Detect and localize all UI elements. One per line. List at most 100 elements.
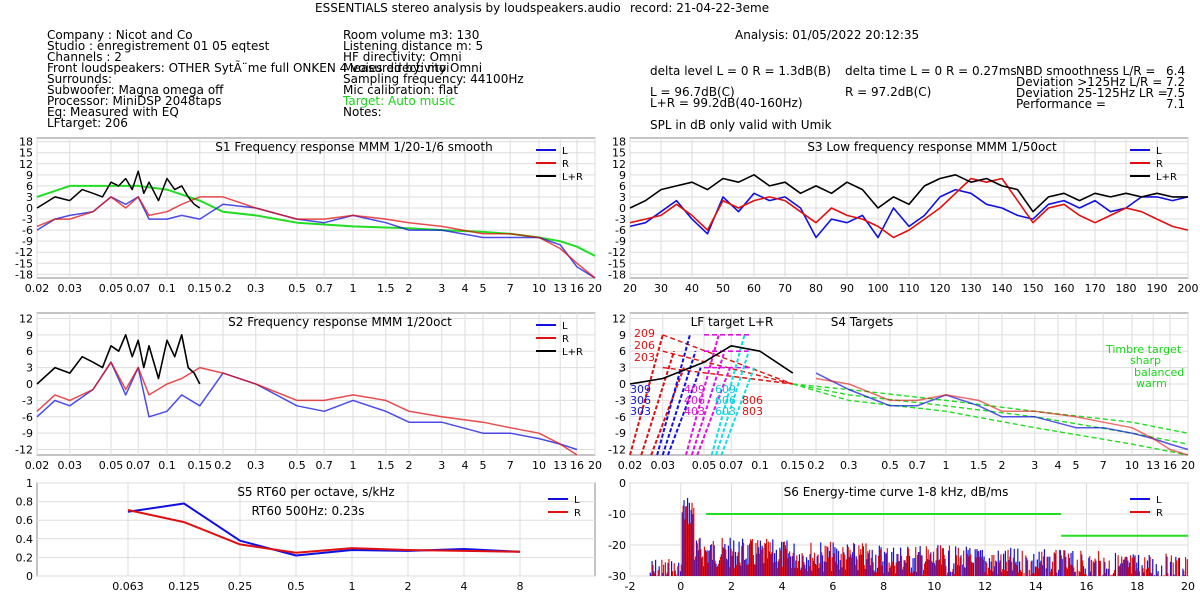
x-tick-label: 0.7	[315, 459, 333, 472]
y-tick-label: -12	[15, 444, 33, 457]
lf-rolloff-line	[629, 334, 664, 456]
x-tick-label: 4	[1054, 459, 1061, 472]
x-tick-label: 0.1	[158, 282, 176, 295]
x-tick-label: 0.15	[188, 459, 213, 472]
x-tick-label: 2	[405, 580, 412, 593]
y-tick-label: 0	[26, 570, 33, 583]
x-tick-label: 1	[943, 459, 950, 472]
series-l	[127, 502, 521, 557]
x-tick-label: 50	[716, 282, 730, 295]
x-tick-label: -2	[625, 580, 636, 593]
delta-time: delta time L = 0 R = 0.27ms	[845, 64, 1017, 78]
nbd-label: NBD smoothness L/R =	[1016, 64, 1156, 78]
legend-label: R	[562, 159, 569, 170]
x-tick-label: 120	[930, 282, 951, 295]
x-tick-label: 14	[1029, 580, 1043, 593]
lf-rolloff-line	[690, 350, 726, 456]
x-tick-label: 0.1	[751, 459, 769, 472]
y-tick-label: 15	[19, 147, 33, 160]
x-tick-label: 10	[927, 580, 941, 593]
r-level: R = 97.2dB(C)	[845, 85, 932, 99]
y-tick-label: 3	[619, 362, 626, 375]
x-tick-label: 6	[829, 580, 836, 593]
x-tick-label: 100	[868, 282, 889, 295]
x-tick-label: 0.5	[287, 580, 305, 593]
lf-slope-line	[662, 334, 794, 385]
x-tick-label: 2	[999, 459, 1006, 472]
info-mid-line: Sampling frequency: 44100Hz	[343, 72, 524, 86]
x-tick-label: 12	[978, 580, 992, 593]
x-tick-label: 4	[461, 580, 468, 593]
lf-label-cyan: 606	[715, 394, 736, 407]
y-tick-label: 12	[19, 312, 33, 325]
y-tick-label: -9	[22, 427, 33, 440]
timbre-label: balanced	[1134, 366, 1184, 379]
y-tick-label: 18	[19, 136, 33, 149]
series-r	[629, 177, 1189, 239]
legend-label: R	[562, 334, 569, 345]
y-tick-label: 6	[619, 345, 626, 358]
y-tick-label: 3	[26, 191, 33, 204]
lf-label-magenta: 409	[684, 383, 705, 396]
y-tick-label: -15	[608, 257, 626, 270]
info-left-line: Channels : 2	[47, 50, 122, 64]
x-tick-label: 3	[438, 459, 445, 472]
lf-label-red2: 806	[742, 394, 763, 407]
info-mid-line: HF directivity: Omni	[343, 50, 462, 64]
x-tick-label: 2	[728, 580, 735, 593]
perf-value: 7.1	[1166, 97, 1186, 111]
x-tick-label: 0.063	[112, 580, 144, 593]
lf-rolloff-line	[640, 350, 675, 456]
y-tick-label: 9	[619, 329, 626, 342]
x-tick-label: 8	[517, 580, 524, 593]
x-tick-label: 0.1	[158, 459, 176, 472]
x-tick-label: 3	[1031, 459, 1038, 472]
nbd-value: 6.4	[1166, 64, 1186, 78]
lf-label-blue: 309	[630, 383, 651, 396]
info-left-line: Studio : enregistrement 01 05 eqtest	[47, 39, 270, 53]
x-tick-label: 20	[588, 282, 602, 295]
x-tick-label: 0.07	[719, 459, 744, 472]
plot-frame	[36, 482, 596, 577]
legend-label: L+R	[562, 172, 583, 183]
lf-target-label: LF target L+R	[691, 315, 774, 329]
x-tick-label: 10	[532, 282, 546, 295]
x-tick-label: 0.125	[168, 580, 200, 593]
x-tick-label: 0.05	[99, 282, 124, 295]
y-tick-label: 12	[612, 158, 626, 171]
x-tick-label: 0.02	[25, 282, 50, 295]
lf-label-cyan: 609	[715, 383, 736, 396]
y-tick-label: -12	[608, 246, 626, 259]
x-tick-label: 20	[1181, 459, 1195, 472]
y-tick-label: -3	[22, 394, 33, 407]
x-tick-label: 110	[899, 282, 920, 295]
legend-label: L+R	[1156, 172, 1177, 183]
x-tick-label: 13	[553, 459, 567, 472]
lf-rolloff-line	[656, 334, 691, 456]
x-tick-label: 90	[840, 282, 854, 295]
y-tick-label: 6	[26, 180, 33, 193]
lf-label-red: 209	[634, 327, 655, 340]
x-tick-label: 0.15	[188, 282, 213, 295]
y-tick-label: 0	[619, 202, 626, 215]
x-tick-label: 1.5	[377, 459, 395, 472]
legend-label: R	[1156, 159, 1163, 170]
series-lr	[629, 174, 1188, 213]
y-tick-label: 3	[619, 191, 626, 204]
y-tick-label: 6	[619, 180, 626, 193]
x-tick-label: 0.2	[214, 282, 232, 295]
y-tick-label: -9	[615, 235, 626, 248]
x-tick-label: 0.07	[126, 459, 151, 472]
record-label: record: 21-04-22-3eme	[630, 1, 770, 15]
x-tick-label: 1	[350, 459, 357, 472]
legend-label: L+R	[562, 347, 583, 358]
spl-note: SPL in dB only valid with Umik	[650, 118, 832, 132]
x-tick-label: 5	[480, 459, 487, 472]
y-tick-label: 12	[19, 158, 33, 171]
series-timbre-warm	[792, 383, 1189, 456]
info-left-line: Front loudspeakers: OTHER SytÃ¨me full O…	[47, 61, 483, 75]
x-tick-label: 5	[480, 282, 487, 295]
x-tick-label: 200	[1178, 282, 1199, 295]
